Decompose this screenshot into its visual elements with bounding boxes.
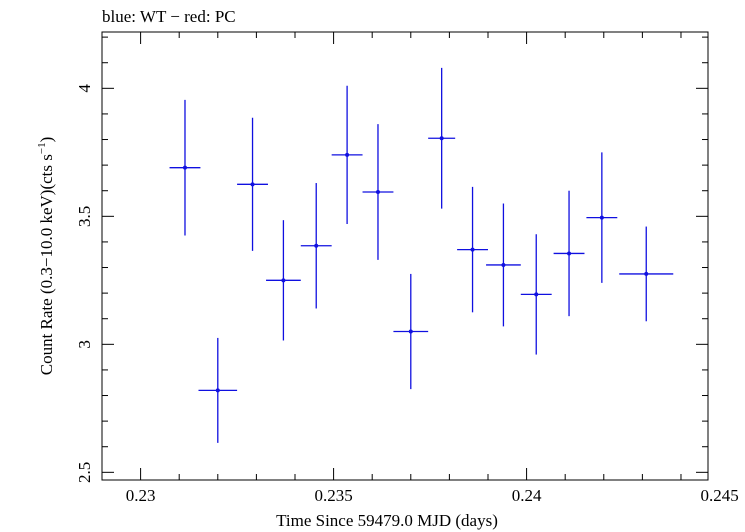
data-series [169,67,674,443]
data-point [457,186,488,313]
y-axis-title-main: Count Rate (0.3−10.0 keV)(cts s [37,154,56,375]
data-point [266,220,301,341]
x-tick-label: 0.235 [314,486,352,505]
data-marker [644,271,649,276]
data-marker [314,243,319,248]
data-point [300,183,332,309]
data-point [428,67,456,209]
data-marker [470,247,475,252]
data-point [362,124,394,260]
data-marker [567,251,572,256]
x-tick-label: 0.23 [126,486,156,505]
x-tick-label: 0.245 [700,486,738,505]
data-marker [439,136,444,141]
plot-frame [101,31,709,481]
data-marker [501,262,506,267]
data-point [553,190,585,317]
data-point [331,85,363,224]
data-marker [534,292,539,297]
x-axis-title: Time Since 59479.0 MJD (days) [276,511,498,530]
data-marker [408,329,413,334]
data-marker [375,190,380,194]
y-tick-label: 4 [75,84,94,93]
data-point [586,152,618,283]
data-point [237,117,268,251]
data-marker [215,388,220,393]
data-point [619,226,674,322]
x-tick-label: 0.24 [512,486,542,505]
y-axis-title-close: ) [37,137,56,143]
y-tick-label: 2.5 [75,462,94,483]
y-tick-label: 3.5 [75,206,94,227]
y-axis: 2.5 3 3.5 4 [75,36,708,483]
data-point [520,234,552,355]
data-marker [345,152,350,157]
data-point [393,273,429,390]
data-marker [281,278,286,283]
data-marker [250,182,255,187]
y-axis-title-exponent: −1 [36,142,48,154]
x-axis: 0.23 0.235 0.24 0.245 [101,32,739,505]
data-marker [599,215,604,220]
data-point [486,203,521,327]
y-tick-label: 3 [75,340,94,349]
chart-title: blue: WT − red: PC [102,7,236,26]
y-axis-title: Count Rate (0.3−10.0 keV)(cts s−1) [36,137,56,376]
data-point [169,99,201,236]
data-point [198,337,238,443]
data-marker [182,165,187,170]
